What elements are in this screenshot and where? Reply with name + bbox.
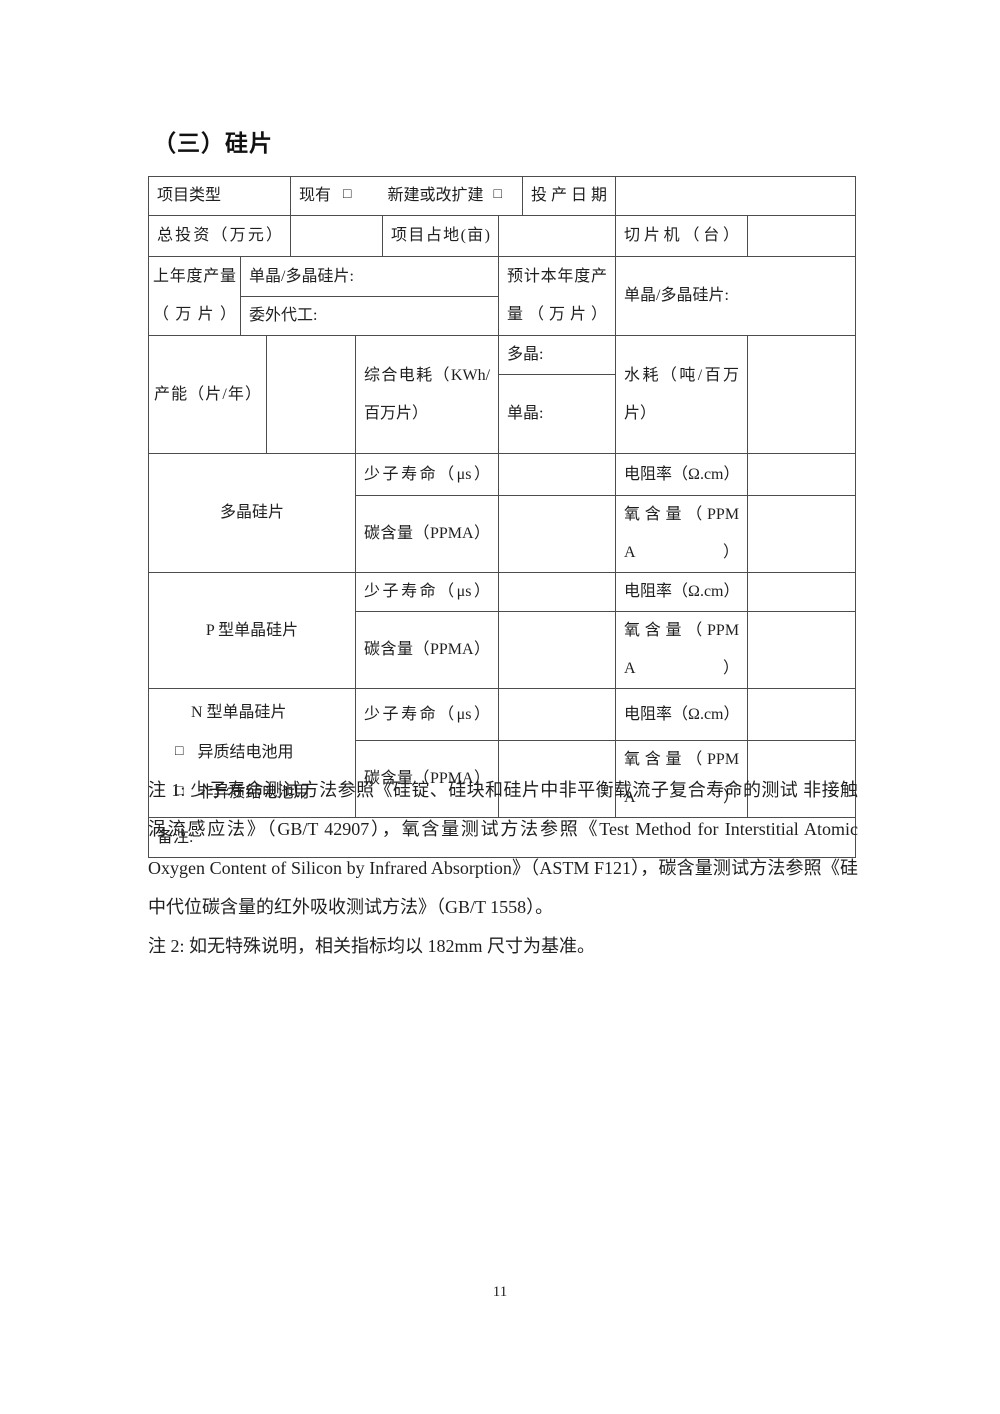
expected-mono-poly-wafer-cell: 单晶/多晶硅片: <box>615 256 857 336</box>
outsourcing-label: 委外代工: <box>239 296 500 336</box>
p-type-resistivity-label: 电阻率（Ω.cm） <box>615 572 749 612</box>
hjt-checkbox-icon: □ <box>175 744 184 759</box>
n-type-oxygen-label: 氧含量（PPMA） <box>615 740 749 818</box>
section-title: （三）硅片 <box>153 131 273 156</box>
new-or-expand-option-label: 新建或改扩建 <box>387 187 484 204</box>
n-type-option-non-hjt: □ 非异质结电池用 <box>175 773 347 813</box>
note-1: 注 1: 少子寿命测试方法参照《硅锭、硅块和硅片中非平衡载流子复合寿命的测试 非… <box>148 780 858 917</box>
mono-poly-wafer-label: 单晶/多晶硅片: <box>239 256 500 297</box>
new-or-expand-checkbox-icon: □ <box>493 187 502 202</box>
poly-resistivity-label: 电阻率（Ω.cm） <box>615 453 749 496</box>
project-type-options-cell: 现有 □ 新建或改扩建 □ <box>290 176 524 216</box>
remarks-label: 备注: <box>147 817 857 858</box>
page-number: 11 <box>492 1284 508 1300</box>
slicing-machines-value-cell <box>747 215 857 257</box>
p-type-oxygen-value-cell <box>747 611 857 689</box>
total-investment-label: 总投资（万元） <box>147 215 292 257</box>
n-type-carbon-label: 碳含量（PPMA） <box>355 740 500 818</box>
production-date-value-cell <box>615 176 857 216</box>
water-consumption-value-cell <box>747 335 857 454</box>
n-type-option-hjt: □ 异质结电池用 <box>175 733 347 773</box>
p-type-minority-lifetime-label: 少子寿命（μs） <box>355 572 500 612</box>
p-type-minority-lifetime-value-cell <box>498 572 617 612</box>
non-hjt-checkbox-icon: □ <box>175 784 184 799</box>
n-type-resistivity-value-cell <box>747 688 857 741</box>
p-type-oxygen-label: 氧含量（PPMA） <box>615 611 749 689</box>
n-type-section-label: N 型单晶硅片 <box>191 704 287 721</box>
n-type-resistivity-label: 电阻率（Ω.cm） <box>615 688 749 741</box>
project-area-label: 项目占地(亩) <box>382 215 500 257</box>
water-consumption-label: 水耗（吨/百万片） <box>615 335 749 454</box>
poly-wafer-section-label: 多晶硅片 <box>147 453 357 573</box>
capacity-label: 产能（片/年） <box>148 335 267 454</box>
p-type-section-label: P 型单晶硅片 <box>147 572 357 689</box>
last-year-output-label: 上年度产量（万片） <box>148 256 241 336</box>
n-type-section-cell: N 型单晶硅片 □ 异质结电池用 □ 非异质结电池用 <box>147 688 357 818</box>
mono-value-label: 单晶: <box>498 374 617 454</box>
capacity-value-cell <box>265 335 357 454</box>
poly-minority-lifetime-value-cell <box>498 453 617 496</box>
poly-oxygen-value-cell <box>747 495 857 573</box>
poly-value-label: 多晶: <box>498 335 617 375</box>
slicing-machines-label: 切片机（台） <box>615 215 749 257</box>
non-hjt-option-label: 非异质结电池用 <box>197 784 310 801</box>
n-type-carbon-value-cell <box>498 740 617 818</box>
poly-resistivity-value-cell <box>747 453 857 496</box>
p-type-resistivity-value-cell <box>747 572 857 612</box>
wafer-form-table: 项目类型 现有 □ 新建或改扩建 □ 投产日期 总投资（万元） 项目占地(亩) … <box>147 176 857 858</box>
production-date-label: 投产日期 <box>522 176 617 216</box>
existing-option-label: 现有 <box>299 187 332 204</box>
n-type-minority-lifetime-value-cell <box>498 688 617 741</box>
poly-carbon-label: 碳含量（PPMA） <box>355 495 500 573</box>
power-consumption-label: 综合电耗（KWh/百万片） <box>355 335 500 454</box>
existing-checkbox-icon: □ <box>343 187 352 202</box>
hjt-option-label: 异质结电池用 <box>197 744 294 761</box>
p-type-carbon-value-cell <box>498 611 617 689</box>
note-2: 注 2: 如无特殊说明，相关指标均以 182mm 尺寸为基准。 <box>148 936 596 956</box>
poly-carbon-value-cell <box>498 495 617 573</box>
n-type-minority-lifetime-label: 少子寿命（μs） <box>355 688 500 741</box>
poly-oxygen-label: 氧含量（PPMA） <box>615 495 749 573</box>
p-type-carbon-label: 碳含量（PPMA） <box>355 611 500 689</box>
notes-block: 注 1: 少子寿命测试方法参照《硅锭、硅块和硅片中非平衡载流子复合寿命的测试 非… <box>148 771 858 966</box>
project-area-value-cell <box>498 215 617 257</box>
expected-output-label: 预计本年度产量（万片） <box>498 256 617 336</box>
total-investment-value-cell <box>290 215 384 257</box>
poly-minority-lifetime-label: 少子寿命（μs） <box>355 453 500 496</box>
project-type-label: 项目类型 <box>147 176 292 216</box>
